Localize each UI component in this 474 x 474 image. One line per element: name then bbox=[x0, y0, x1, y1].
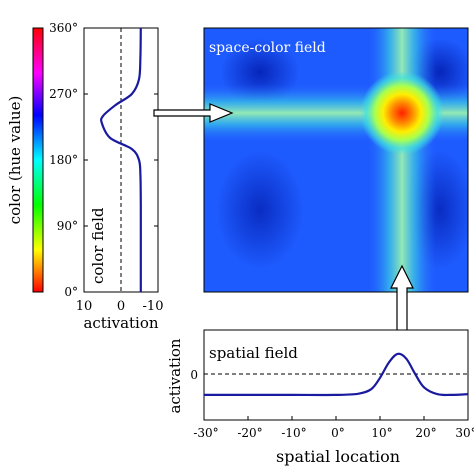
colorbar-axis-label: color (hue value) bbox=[6, 96, 24, 225]
space-tick-neg20: -20° bbox=[237, 426, 262, 440]
color-field-label: color field bbox=[89, 207, 107, 284]
color-field-activation-curve bbox=[100, 27, 142, 293]
spatial-field-activation-curve bbox=[204, 352, 469, 397]
spatial-xticks bbox=[247, 416, 425, 420]
act-tick-neg10: -10 bbox=[143, 299, 164, 314]
color-tick-270: 270° bbox=[49, 87, 78, 101]
spatial-ytick-0: 0 bbox=[190, 368, 198, 382]
spatial-xaxis-label: spatial location bbox=[276, 447, 400, 466]
color-tick-90: 90° bbox=[57, 219, 78, 233]
color-tick-180: 180° bbox=[49, 153, 78, 167]
color-field-yticks bbox=[84, 93, 158, 227]
space-tick-30: 30° bbox=[455, 426, 474, 440]
space-tick-neg30: -30° bbox=[193, 426, 218, 440]
colorbar-ticks: 0° 90° 180° 270° 360° bbox=[49, 21, 78, 299]
spatial-xtick-labels: -30° -20° -10° 0° 10° 20° 30° bbox=[193, 426, 474, 440]
act-tick-10: 10 bbox=[76, 299, 93, 314]
space-tick-20: 20° bbox=[415, 426, 436, 440]
spatial-yaxis-label: activation bbox=[166, 338, 184, 413]
space-tick-0: 0° bbox=[331, 426, 345, 440]
space-tick-neg10: -10° bbox=[281, 426, 306, 440]
arrow-color-to-space bbox=[153, 103, 234, 123]
spatial-field-label: spatial field bbox=[209, 344, 298, 362]
space-color-field-heatmap bbox=[204, 28, 468, 292]
hue-colorbar bbox=[32, 27, 44, 293]
act-tick-0: 0 bbox=[117, 299, 125, 314]
space-color-field-label: space-color field bbox=[209, 40, 326, 56]
space-tick-10: 10° bbox=[371, 426, 392, 440]
color-field-xticks: 10 0 -10 bbox=[76, 299, 164, 314]
activation-peak bbox=[360, 71, 444, 155]
spatial-field-panel: spatial field activation 0 -30° -20° -10… bbox=[166, 329, 474, 466]
spatial-field-frame bbox=[203, 329, 469, 421]
color-tick-360: 360° bbox=[49, 21, 78, 35]
color-tick-0: 0° bbox=[64, 285, 78, 299]
vertical-ridge bbox=[368, 28, 436, 292]
color-field-panel: color field 10 0 -10 activation bbox=[76, 27, 164, 332]
color-field-xaxis-label: activation bbox=[83, 314, 158, 332]
